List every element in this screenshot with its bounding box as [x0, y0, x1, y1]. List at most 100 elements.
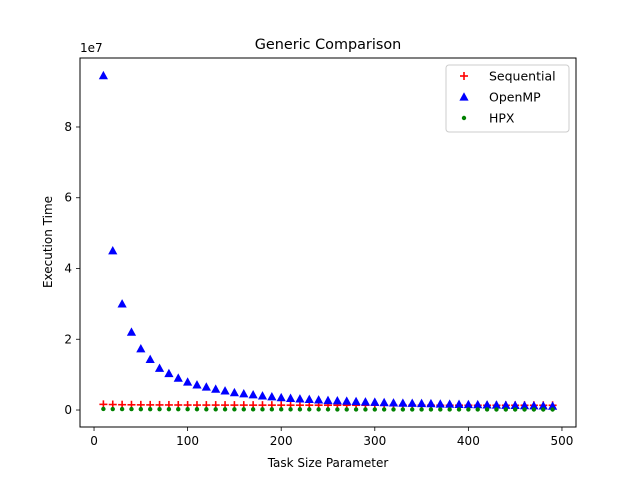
point-hpx	[381, 407, 387, 412]
point-hpx	[456, 407, 462, 412]
point-openmp	[154, 363, 165, 372]
point-hpx	[363, 407, 368, 412]
point-hpx	[110, 406, 115, 412]
point-hpx	[250, 407, 256, 412]
legend: Sequential OpenMP HPX	[445, 64, 570, 133]
point-openmp	[267, 391, 277, 401]
x-tick-label: 500	[551, 434, 574, 448]
point-openmp	[510, 400, 520, 410]
point-openmp	[463, 399, 473, 409]
point-hpx	[531, 407, 537, 412]
point-hpx	[204, 407, 209, 412]
point-hpx	[147, 406, 153, 412]
point-openmp	[136, 344, 146, 353]
point-hpx	[335, 407, 340, 412]
point-hpx	[157, 406, 162, 412]
point-hpx	[475, 407, 480, 412]
point-openmp	[126, 327, 137, 336]
point-openmp	[117, 299, 127, 308]
plot-frame	[79, 57, 577, 428]
point-openmp	[229, 387, 240, 397]
point-openmp	[304, 394, 314, 404]
point-hpx	[541, 407, 546, 412]
legend-box	[445, 64, 570, 133]
point-openmp	[416, 398, 427, 408]
point-openmp	[183, 377, 193, 386]
point-hpx	[166, 406, 172, 412]
x-axis-label: Task Size Parameter	[267, 456, 389, 470]
point-hpx	[344, 407, 349, 412]
point-openmp	[435, 399, 445, 408]
point-openmp	[407, 398, 417, 407]
point-openmp	[108, 246, 118, 255]
point-openmp	[248, 390, 258, 399]
y-tick-label: 6	[64, 191, 72, 205]
point-openmp	[145, 354, 155, 364]
legend-marker-openmp	[459, 92, 469, 101]
point-openmp	[201, 382, 211, 391]
point-openmp	[257, 391, 268, 400]
point-hpx	[213, 407, 218, 412]
point-openmp	[398, 398, 408, 407]
chart-title: Generic Comparison	[255, 37, 402, 53]
point-openmp	[173, 373, 183, 382]
point-openmp	[314, 395, 324, 404]
point-hpx	[241, 407, 246, 412]
point-openmp	[342, 396, 352, 405]
point-hpx	[176, 407, 181, 412]
point-hpx	[119, 406, 125, 412]
point-hpx	[419, 407, 424, 412]
point-hpx	[503, 407, 509, 412]
point-hpx	[101, 406, 106, 412]
x-tick-label: 400	[457, 434, 480, 448]
point-openmp	[285, 393, 296, 402]
y-axis-ticks: 0 2 4 6 8	[64, 120, 80, 417]
y-axis-label: Execution Time	[41, 196, 55, 288]
point-hpx	[391, 407, 396, 412]
point-hpx	[185, 407, 190, 412]
point-hpx	[522, 407, 527, 412]
point-hpx	[372, 407, 377, 412]
x-tick-label: 100	[176, 434, 199, 448]
point-hpx	[494, 407, 499, 412]
point-hpx	[316, 407, 321, 412]
point-hpx	[288, 407, 293, 412]
point-openmp	[538, 401, 548, 410]
point-hpx	[279, 407, 284, 412]
plot-marks	[98, 70, 558, 412]
point-openmp	[379, 397, 389, 407]
legend-label-sequential: Sequential	[489, 69, 556, 84]
point-openmp	[239, 388, 249, 398]
point-openmp	[519, 400, 530, 410]
point-hpx	[297, 407, 303, 412]
point-openmp	[473, 399, 483, 409]
point-openmp	[445, 399, 455, 408]
point-openmp	[360, 397, 371, 406]
point-openmp	[454, 399, 464, 408]
y-tick-label: 4	[64, 262, 72, 276]
point-hpx	[307, 407, 312, 412]
point-openmp	[370, 397, 380, 406]
point-hpx	[466, 407, 471, 412]
point-hpx	[129, 406, 134, 412]
point-hpx	[550, 407, 555, 412]
point-openmp	[276, 392, 286, 402]
point-hpx	[260, 407, 265, 412]
point-hpx	[428, 407, 434, 412]
point-openmp	[295, 394, 305, 403]
point-openmp	[482, 400, 492, 409]
point-openmp	[501, 400, 511, 409]
point-hpx	[353, 407, 359, 412]
point-openmp	[388, 398, 399, 407]
point-openmp	[211, 384, 221, 393]
point-openmp	[332, 396, 342, 405]
point-hpx	[194, 407, 200, 412]
point-hpx	[222, 407, 228, 412]
x-tick-label: 0	[90, 434, 98, 448]
point-openmp	[529, 400, 539, 410]
point-hpx	[232, 407, 237, 412]
point-openmp	[548, 401, 558, 410]
point-openmp	[192, 380, 202, 389]
point-openmp	[164, 368, 174, 378]
point-hpx	[269, 407, 275, 412]
